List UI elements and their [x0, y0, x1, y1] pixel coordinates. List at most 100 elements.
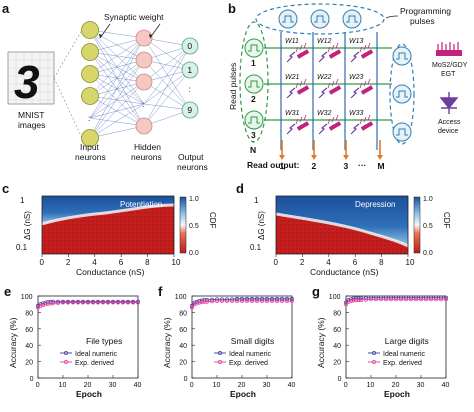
synaptic-weight-label: Synaptic weight — [104, 12, 164, 22]
series-point — [121, 300, 125, 305]
series-point — [205, 299, 209, 304]
panel-c-letter: c — [2, 181, 9, 196]
hidden-label-line1: Hidden — [134, 142, 161, 152]
output-neuron-label: 1 — [187, 65, 192, 75]
depression-cbar-label: CDF — [442, 212, 451, 229]
row-label: 2 — [251, 94, 256, 104]
access-device — [350, 51, 360, 63]
x-tick-label: 30 — [417, 382, 425, 389]
legend-marker — [64, 360, 68, 364]
x-tick-label: 20 — [84, 382, 92, 389]
series-point — [349, 298, 353, 303]
series-point — [429, 297, 433, 302]
input-neuron — [81, 65, 99, 83]
panel-b-letter: b — [228, 1, 236, 16]
series-point — [384, 297, 388, 302]
heatmap-x-tick-label: 8 — [145, 258, 150, 267]
weight-label: W11 — [285, 38, 299, 45]
connection-input-hidden — [89, 37, 145, 97]
legend-label: Ideal numeric — [229, 351, 272, 358]
depression-ylabel: ΔG (nS) — [257, 211, 266, 240]
read-output-arrowhead — [343, 155, 349, 160]
connection-input-hidden — [89, 103, 145, 119]
programming-pulses-group — [255, 3, 385, 35]
series-point — [96, 300, 100, 305]
chart-title: Large digits — [385, 336, 429, 346]
series-point — [260, 298, 264, 303]
accuracy-chart-f: f 0 20 40 60 80 100 0 10 20 30 40 Epoch Accuracy (%) S… — [158, 284, 295, 399]
connection-input-hidden — [89, 37, 145, 75]
access-device — [286, 87, 296, 99]
series-point — [399, 297, 403, 302]
series-point — [379, 297, 383, 302]
weight-label: W13 — [349, 38, 364, 45]
series-point — [346, 299, 351, 304]
series-point — [81, 300, 85, 305]
series-point — [414, 297, 418, 302]
access-device — [350, 87, 360, 99]
synaptic-arrow-right — [149, 23, 161, 39]
x-tick-label: 10 — [59, 382, 67, 389]
panel-g-letter: g — [312, 284, 320, 299]
series-point — [270, 298, 274, 303]
heatmap-x-tick-label: 2 — [66, 258, 71, 267]
series-point — [220, 298, 224, 303]
series-point — [126, 300, 130, 305]
weight-label: W22 — [317, 74, 332, 81]
legend-label: Ideal numeric — [75, 351, 118, 358]
column-label: 3 — [344, 161, 349, 171]
read-output-arrowhead — [377, 155, 383, 160]
series-point — [202, 299, 207, 304]
access-device-icon — [439, 92, 459, 114]
y-axis-label: Accuracy (%) — [316, 317, 326, 368]
chart-title: Small digits — [231, 336, 274, 346]
series-point — [136, 300, 140, 305]
connection-input-hidden — [89, 59, 145, 139]
connection-hidden-output — [143, 45, 191, 105]
x-axis-label: Epoch — [76, 389, 102, 399]
series-point — [131, 300, 135, 305]
access-device — [318, 51, 328, 63]
output-label-line1: Output — [178, 152, 204, 162]
panel-f-letter: f — [158, 284, 163, 299]
y-tick-label: 0 — [338, 376, 342, 383]
series-point — [200, 300, 204, 305]
potentiation-cbar-tick-3: 0.0 — [189, 250, 199, 257]
y-tick-label: 0 — [30, 376, 34, 383]
series-point — [290, 298, 294, 303]
potentiation-ytick-2: 0.1 — [16, 243, 28, 252]
series-point — [354, 298, 358, 303]
read-pulse-icon — [244, 38, 264, 58]
heatmap-x-tick-label: 6 — [119, 258, 124, 267]
series-point — [359, 298, 363, 303]
x-tick-label: 0 — [36, 382, 40, 389]
x-tick-label: 10 — [213, 382, 221, 389]
connection-input-hidden — [89, 81, 145, 139]
row-label-n: N — [250, 145, 256, 155]
connection-input-hidden — [89, 37, 145, 53]
series-point — [197, 300, 202, 305]
series-point — [369, 297, 373, 302]
connection-input-hidden — [89, 59, 145, 119]
series-point — [91, 300, 95, 305]
series-point — [419, 297, 423, 302]
legend-marker — [372, 351, 376, 355]
series-point — [374, 297, 378, 302]
series-point — [38, 303, 43, 308]
egt-device — [360, 121, 374, 131]
output-neuron — [181, 61, 199, 79]
series-point — [439, 297, 443, 302]
input-neuron — [81, 43, 99, 61]
y-tick-label: 80 — [25, 310, 33, 317]
weight-label: W33 — [349, 110, 364, 117]
y-tick-label: 40 — [333, 343, 341, 350]
synaptic-arrow-left — [99, 23, 111, 39]
egt-device — [296, 85, 310, 95]
potentiation-ytick-1: 1 — [20, 196, 25, 205]
x-tick-label: 0 — [344, 382, 348, 389]
potentiation-cbar-tick-1: 1.0 — [189, 196, 199, 203]
programming-pulse-icon — [278, 9, 298, 29]
y-tick-label: 20 — [333, 360, 341, 367]
access-device — [286, 123, 296, 135]
potentiation-x-ticks: 0 2 4 6 8 10 — [40, 254, 181, 267]
